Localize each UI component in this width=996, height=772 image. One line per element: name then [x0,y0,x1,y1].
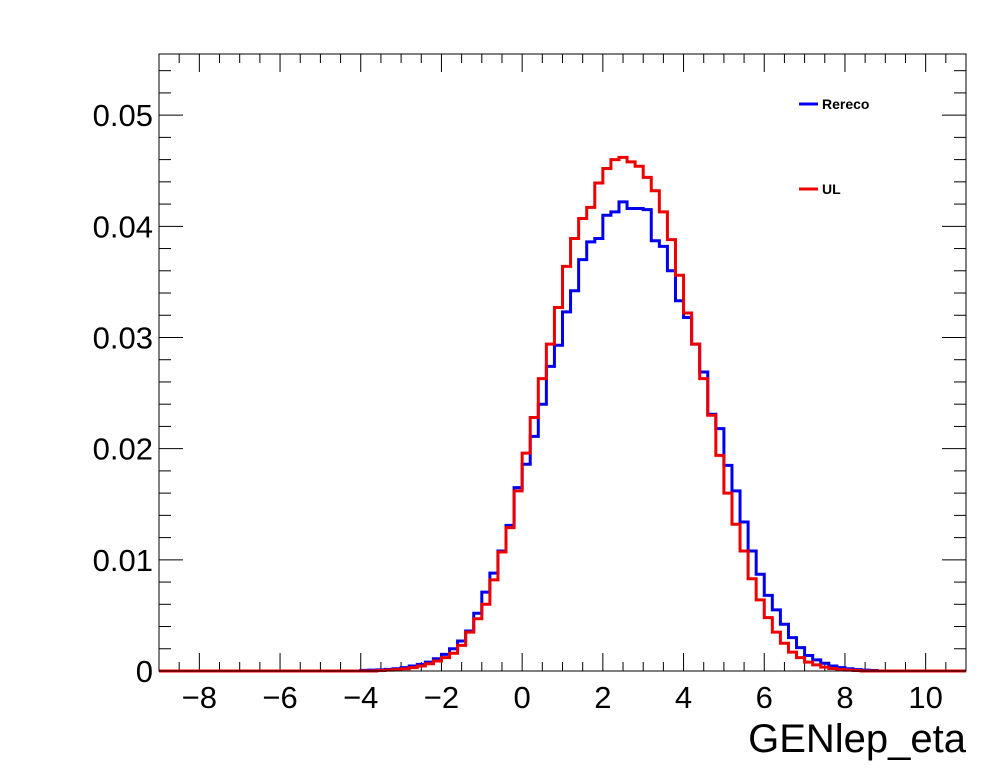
y-tick-label: 0 [136,654,153,689]
y-tick-label: 0.05 [93,98,153,133]
legend-label-rereco: Rereco [822,96,869,112]
y-tick-label: 0.01 [93,543,153,578]
y-tick-label: 0.02 [93,432,153,467]
x-tick-label: 2 [594,680,611,715]
x-axis-title: GENlep_eta [748,717,967,761]
x-tick-label: −4 [343,680,378,715]
y-tick-label: 0.03 [93,320,153,355]
y-tick-labels: 0 0.01 0.02 0.03 0.04 0.05 [93,98,153,689]
x-tick-label: 4 [675,680,692,715]
x-tick-label: −8 [182,680,217,715]
x-tick-label: −2 [424,680,459,715]
x-tick-labels: −8 −6 −4 −2 0 2 4 6 8 10 [182,680,943,715]
x-tick-label: 10 [908,680,942,715]
x-tick-label: 0 [514,680,531,715]
axis-ticks [158,54,967,672]
x-tick-label: 8 [836,680,853,715]
legend: Rereco UL [799,96,869,197]
legend-label-ul: UL [822,181,841,197]
y-tick-label: 0.04 [93,209,153,244]
x-tick-label: −6 [262,680,297,715]
plot-frame [158,53,967,672]
x-tick-label: 6 [756,680,773,715]
